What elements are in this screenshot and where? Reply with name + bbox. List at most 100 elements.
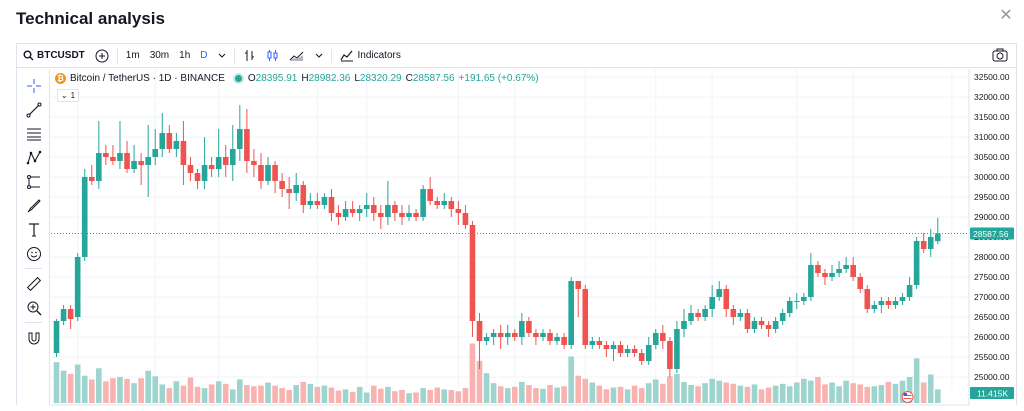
- volume-bar: [222, 383, 229, 403]
- candle: [674, 321, 680, 373]
- toolbar-divider: [25, 268, 42, 269]
- ruler-tool[interactable]: [24, 274, 43, 293]
- price-tick-label: 30500.00: [974, 152, 1010, 162]
- volume-bar: [370, 385, 377, 403]
- price-chart[interactable]: 32500.00 32000.00 31500.00 31000.00 30500.00…: [51, 69, 1016, 411]
- candle: [469, 221, 476, 337]
- candle: [758, 317, 765, 329]
- volume-bar: [645, 383, 652, 403]
- volume-bar: [730, 383, 737, 403]
- candle: [392, 201, 398, 221]
- candle: [730, 305, 737, 325]
- volume-bar: [906, 376, 913, 403]
- toolbar-divider: [116, 48, 118, 63]
- candle: [74, 253, 81, 321]
- candle: [857, 273, 864, 293]
- price-tick-label: 25000.00: [974, 372, 1010, 382]
- candle: [222, 145, 229, 177]
- volume-bar: [159, 384, 166, 403]
- candle: [871, 301, 878, 313]
- candle-body: [420, 189, 426, 217]
- volume-bar: [688, 385, 694, 403]
- interval-1h[interactable]: 1h: [179, 50, 191, 61]
- indicators-button[interactable]: Indicators: [335, 44, 406, 68]
- candle: [265, 157, 271, 185]
- candle: [476, 313, 483, 369]
- symbol-search-button[interactable]: BTCUSDT: [17, 44, 90, 68]
- volume-bar: [378, 388, 384, 403]
- zoom-in-tool[interactable]: [24, 298, 43, 317]
- volume-bar: [772, 385, 779, 403]
- volume-bar: [110, 378, 116, 403]
- candles-style-button[interactable]: [261, 44, 284, 68]
- bars-style-button[interactable]: [238, 44, 261, 68]
- legend-symbol: Bitcoin / TetherUS · 1D · BINANCE: [70, 73, 225, 84]
- text-tool[interactable]: [24, 220, 43, 239]
- candle-body: [328, 197, 335, 213]
- interval-d[interactable]: D: [200, 50, 208, 61]
- candle: [448, 197, 455, 217]
- smiley-icon: [26, 246, 41, 261]
- candle-body: [279, 181, 285, 189]
- snapshot-button[interactable]: [992, 48, 1008, 65]
- volume-bar: [561, 386, 567, 403]
- candle-body: [504, 333, 511, 337]
- legend-collapse-button[interactable]: ⌄ 1: [57, 89, 79, 102]
- candle: [617, 341, 624, 357]
- interval-dropdown[interactable]: [213, 44, 231, 68]
- trend-line-tool[interactable]: [24, 100, 43, 119]
- volume-bar: [871, 386, 878, 403]
- price-tick-label: 27500.00: [974, 272, 1010, 282]
- candle-body: [180, 141, 187, 165]
- candle: [314, 193, 321, 209]
- volume-bar: [258, 385, 264, 403]
- zoom-in-icon: [27, 301, 41, 315]
- candle: [913, 237, 920, 289]
- pattern-icon: [26, 150, 41, 164]
- volume-bar: [709, 378, 715, 403]
- brush-tool[interactable]: [24, 196, 43, 215]
- candle: [67, 305, 74, 329]
- candle-body: [110, 157, 116, 161]
- dialog-title: Technical analysis: [16, 9, 165, 28]
- emoji-tool[interactable]: [24, 244, 43, 263]
- pattern-tool[interactable]: [24, 148, 43, 167]
- candle-body: [286, 189, 292, 193]
- area-style-button[interactable]: [284, 44, 310, 68]
- market-status-icon: [234, 75, 242, 82]
- volume-bar: [843, 380, 849, 403]
- camera-icon: [992, 48, 1008, 62]
- bitcoin-logo-icon: ₿: [55, 73, 66, 84]
- magnet-tool[interactable]: [24, 328, 43, 347]
- candle: [511, 329, 518, 341]
- volume-bar: [533, 388, 539, 403]
- candle-body: [448, 201, 455, 209]
- horizontal-lines-tool[interactable]: [24, 124, 43, 143]
- volume-bar: [808, 380, 814, 403]
- price-tick-label: 32500.00: [974, 72, 1010, 82]
- volume-bar: [392, 391, 398, 403]
- crosshair-tool[interactable]: [24, 76, 43, 95]
- candle-body: [88, 177, 95, 181]
- chart-type-dropdown[interactable]: [310, 44, 328, 68]
- prediction-tool[interactable]: [24, 172, 43, 191]
- indicators-label: Indicators: [357, 50, 401, 61]
- chart-canvas[interactable]: 32500.00 32000.00 31500.00 31000.00 30500.00…: [51, 69, 1016, 411]
- volume-bar: [681, 381, 687, 403]
- interval-30m[interactable]: 30m: [149, 50, 170, 61]
- candle-body: [187, 165, 194, 173]
- trend-line-icon: [26, 102, 41, 117]
- close-icon[interactable]: ✕: [999, 7, 1013, 24]
- candle-body: [258, 165, 264, 181]
- candle: [547, 329, 553, 345]
- volume-bar: [441, 389, 448, 403]
- interval-1m[interactable]: 1m: [125, 50, 140, 61]
- volume-bar: [822, 384, 828, 403]
- legend-high-key: H: [301, 73, 309, 84]
- candle-body: [681, 321, 687, 329]
- candle: [645, 337, 652, 365]
- compare-button[interactable]: [90, 44, 114, 68]
- chart-toolbar: BTCUSDT 1m 30m 1h D Indicators: [17, 44, 1016, 68]
- candle-body: [920, 241, 927, 249]
- candle-body: [899, 297, 906, 301]
